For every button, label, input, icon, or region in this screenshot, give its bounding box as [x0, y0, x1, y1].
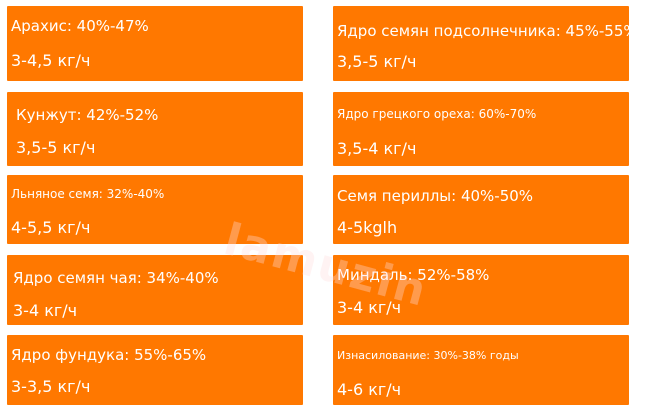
- card-title: Ядро семян подсолнечника: 45%-55%: [337, 22, 638, 40]
- card-rate: 3,5-4 кг/ч: [337, 139, 417, 158]
- card-title: Арахис: 40%-47%: [11, 17, 149, 35]
- card-title: Кунжут: 42%-52%: [16, 106, 159, 124]
- card-title: Изнасилование: 30%-38% годы: [337, 349, 519, 362]
- card-almond: Миндаль: 52%-58% 3-4 кг/ч: [333, 255, 629, 325]
- card-title: Ядро семян чая: 34%-40%: [13, 269, 219, 287]
- card-rate: 3-4,5 кг/ч: [11, 51, 91, 70]
- card-rapeseed: Изнасилование: 30%-38% годы 4-6 кг/ч: [333, 335, 629, 405]
- card-sesame: Кунжут: 42%-52% 3,5-5 кг/ч: [7, 92, 303, 166]
- card-rate: 3,5-5 кг/ч: [337, 52, 417, 71]
- card-rate: 4-6 кг/ч: [337, 380, 402, 399]
- card-perilla-seed: Семя периллы: 40%-50% 4-5kglh: [333, 175, 629, 244]
- card-title: Ядро грецкого ореха: 60%-70%: [337, 107, 537, 121]
- card-title: Ядро фундука: 55%-65%: [11, 346, 207, 364]
- card-rate: 4-5,5 кг/ч: [11, 218, 91, 237]
- card-rate: 4-5kglh: [337, 218, 398, 237]
- card-rate: 3-4 кг/ч: [337, 298, 402, 317]
- card-sunflower-kernel: Ядро семян подсолнечника: 45%-55% 3,5-5 …: [333, 6, 638, 81]
- card-rate: 3,5-5 кг/ч: [16, 138, 96, 157]
- card-rate: 3-4 кг/ч: [13, 301, 78, 320]
- card-rate: 3-3,5 кг/ч: [11, 377, 91, 396]
- card-walnut-kernel: Ядро грецкого ореха: 60%-70% 3,5-4 кг/ч: [333, 92, 629, 166]
- card-peanut: Арахис: 40%-47% 3-4,5 кг/ч: [7, 6, 303, 81]
- card-title: Семя периллы: 40%-50%: [337, 187, 534, 205]
- card-title: Миндаль: 52%-58%: [337, 266, 490, 284]
- card-title: Льняное семя: 32%-40%: [11, 187, 165, 201]
- card-tea-seed: Ядро семян чая: 34%-40% 3-4 кг/ч: [7, 255, 303, 325]
- card-flaxseed: Льняное семя: 32%-40% 4-5,5 кг/ч: [7, 175, 303, 244]
- card-hazelnut: Ядро фундука: 55%-65% 3-3,5 кг/ч: [7, 335, 303, 405]
